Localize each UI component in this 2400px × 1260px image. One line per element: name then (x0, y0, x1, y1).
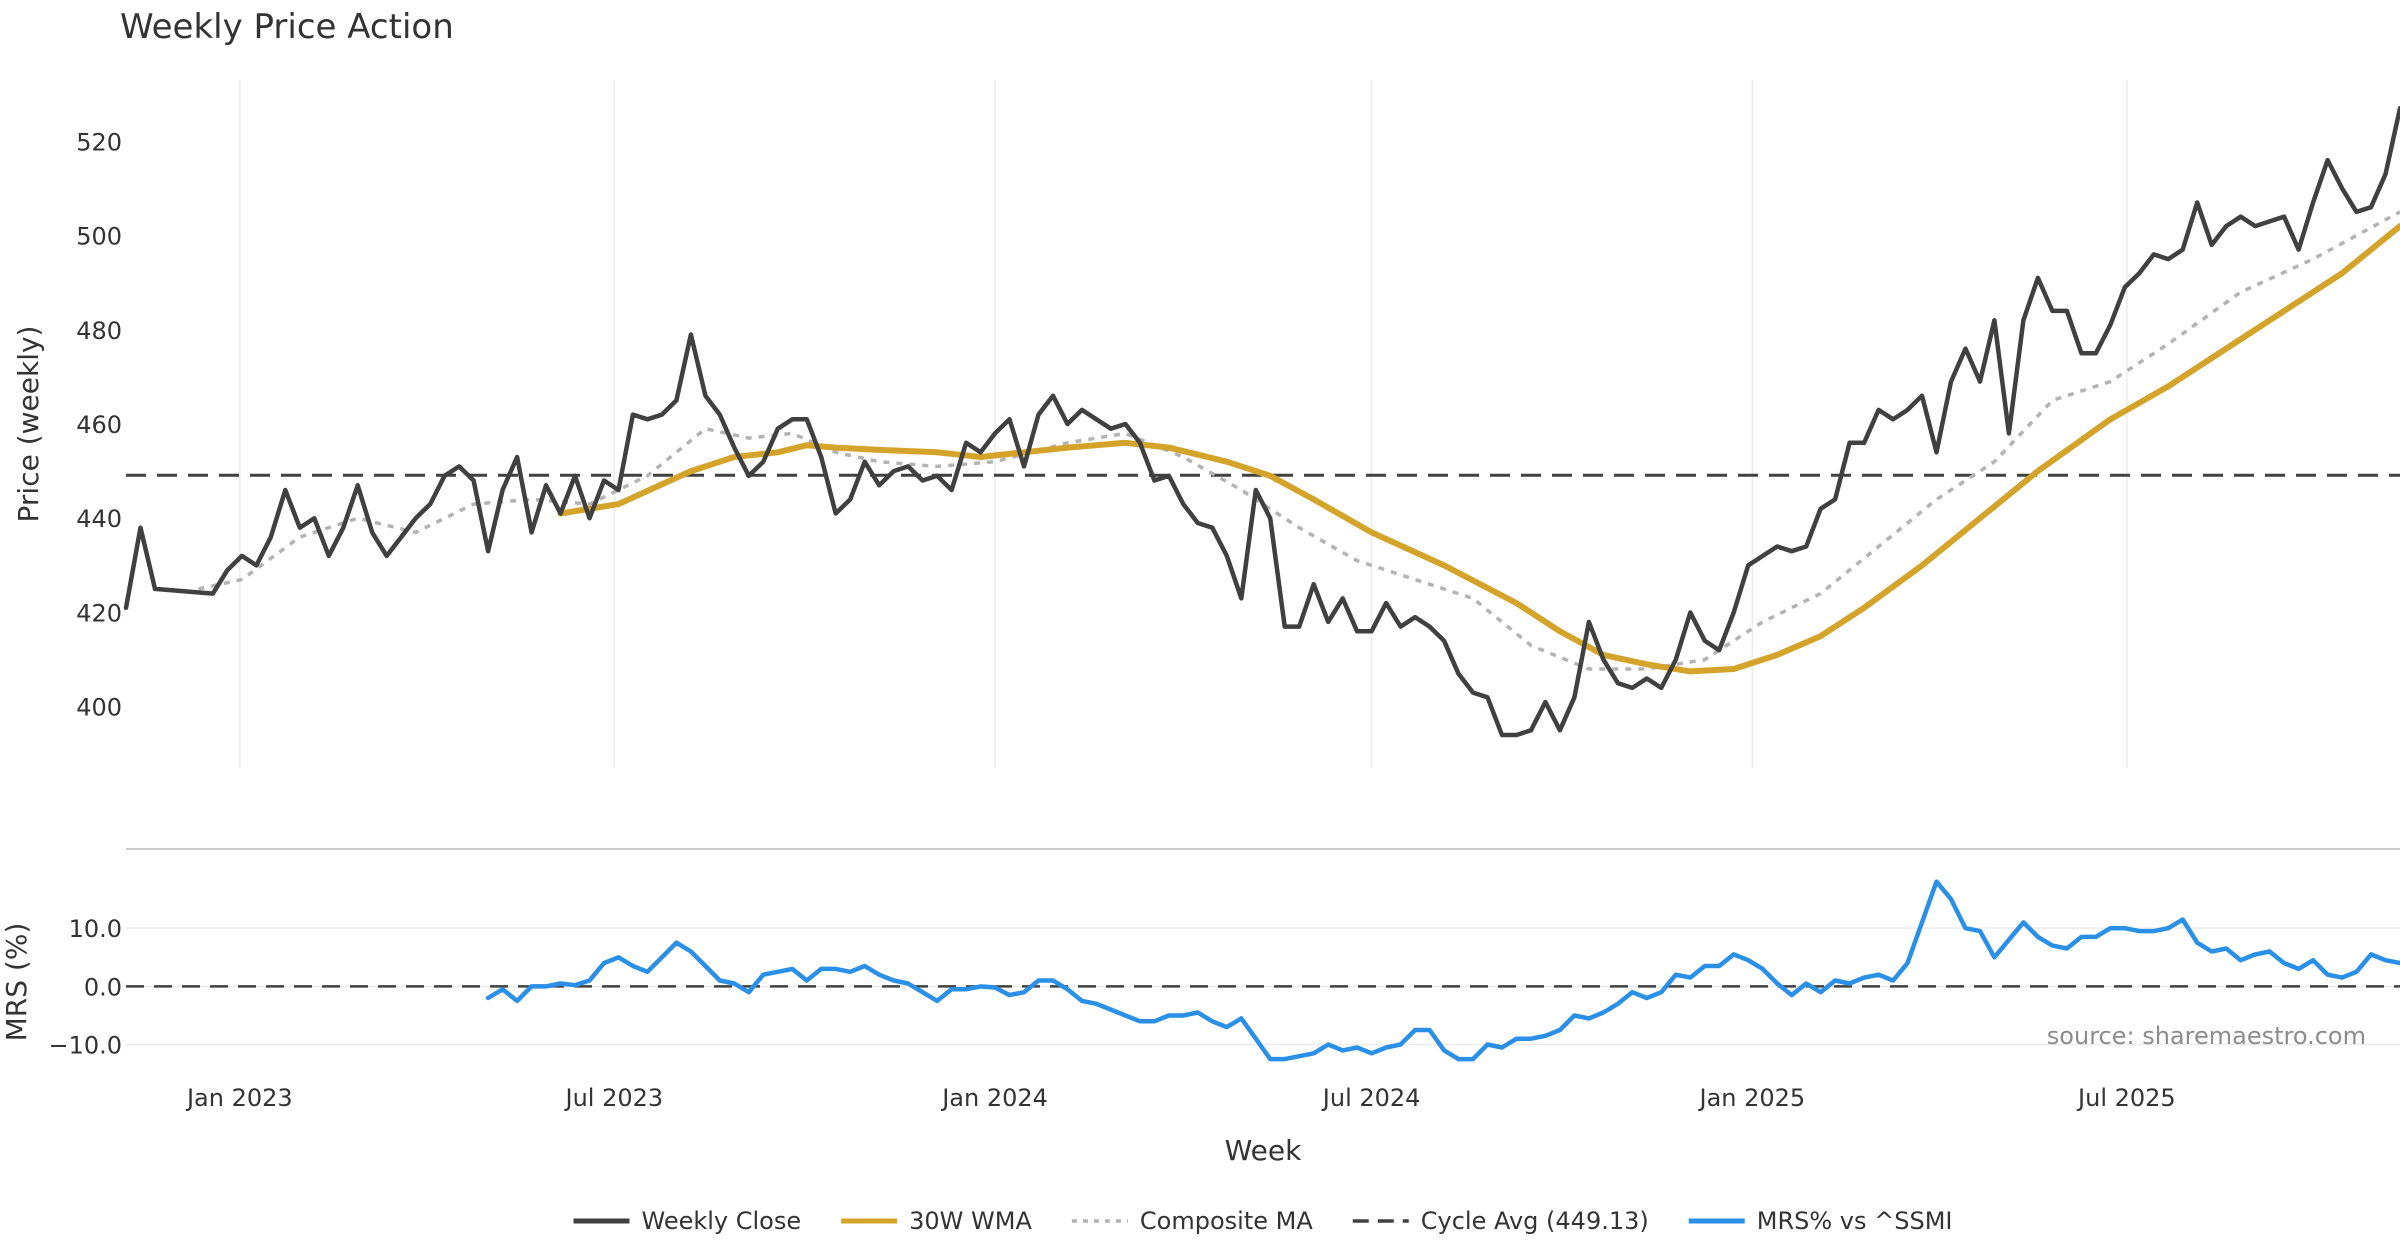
composite-ma-line (198, 210, 2400, 671)
legend-item: 30W WMA (841, 1207, 1032, 1235)
x-tick-label: Jul 2023 (563, 1084, 663, 1112)
x-axis-label: Week (1225, 1134, 1302, 1167)
legend-label: MRS% vs ^SSMI (1757, 1207, 1953, 1235)
x-tick-label: Jan 2025 (1698, 1084, 1806, 1112)
mrs-series (485, 879, 2400, 1062)
legend-item: MRS% vs ^SSMI (1688, 1207, 1953, 1235)
x-tick-label: Jul 2024 (1321, 1084, 1421, 1112)
price-y-ticks: 400 420 440 460 480 500 520 (76, 128, 122, 721)
legend-item: Cycle Avg (449.13) (1352, 1207, 1649, 1235)
30w-wma-line (557, 223, 2400, 675)
price-series (123, 106, 2400, 738)
price-y-tick-label: 460 (76, 411, 122, 439)
legend-item: Weekly Close (573, 1207, 802, 1235)
chart-title: Weekly Price Action (120, 7, 454, 47)
x-tick-label: Jan 2023 (185, 1084, 293, 1112)
price-y-axis-label: Price (weekly) (12, 326, 45, 523)
x-tick-label: Jul 2025 (2076, 1084, 2176, 1112)
x-ticks: Jan 2023 Jul 2023 Jan 2024 Jul 2024 Jan 2025… (185, 1084, 2176, 1112)
price-y-tick-label: 440 (76, 505, 122, 533)
price-y-tick-label: 500 (76, 223, 122, 251)
legend-label: 30W WMA (909, 1207, 1032, 1235)
price-y-tick-label: 420 (76, 599, 122, 627)
mrs-y-tick-label: −10.0 (48, 1032, 122, 1060)
mrs-y-tick-label: 10.0 (69, 915, 122, 943)
price-y-tick-label: 520 (76, 128, 122, 156)
legend: Weekly Close 30W WMA Composite MA Cycle Avg… (573, 1207, 1953, 1235)
source-label: source: sharemaestro.com (2047, 1022, 2366, 1050)
price-y-tick-label: 400 (76, 694, 122, 722)
legend-label: Composite MA (1140, 1207, 1313, 1235)
legend-item: Composite MA (1071, 1207, 1313, 1235)
price-grid (239, 80, 2128, 768)
mrs-y-tick-label: 0.0 (84, 973, 122, 1001)
legend-label: Cycle Avg (449.13) (1421, 1207, 1649, 1235)
weekly-close-line (123, 106, 2400, 738)
mrs-y-ticks: 10.0 0.0 −10.0 (48, 915, 122, 1059)
mrs-y-axis-label: MRS (%) (0, 923, 33, 1042)
legend-label: Weekly Close (642, 1207, 802, 1235)
mrs-line (485, 879, 2400, 1062)
x-tick-label: Jan 2024 (940, 1084, 1048, 1112)
price-y-tick-label: 480 (76, 317, 122, 345)
